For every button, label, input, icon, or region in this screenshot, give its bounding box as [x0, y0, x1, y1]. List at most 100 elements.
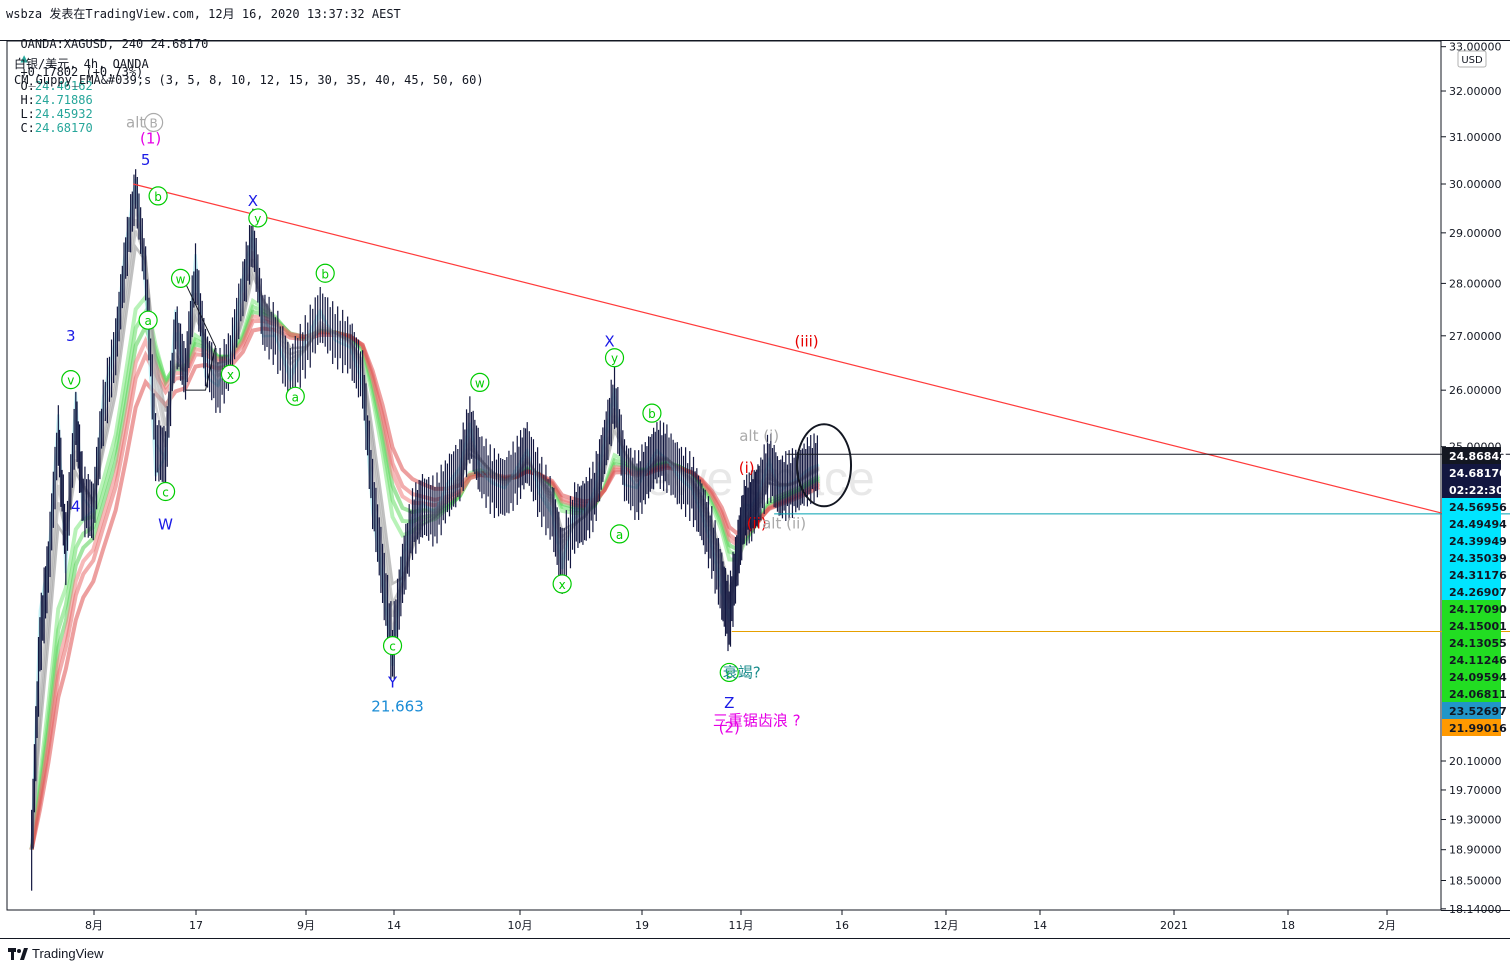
currency-unit-label: USD	[1461, 55, 1483, 66]
y-tick-label: 20.10000	[1449, 755, 1502, 768]
y-tick-label: 29.00000	[1449, 227, 1502, 240]
wave-label-circle	[170, 268, 191, 289]
x-tick-label: 8月	[85, 919, 103, 932]
price-label-text: 24.56956	[1449, 501, 1507, 514]
price-label-bg	[1442, 668, 1501, 685]
wave-label: alt	[126, 113, 145, 131]
x-tick-label: 19	[635, 919, 649, 932]
price-label-text: 23.52697	[1449, 705, 1507, 718]
guppy-long-ema-line	[29, 326, 820, 851]
y-axis: 33.00000 32.00000 31.00000 30.00000 29.00000…	[1441, 41, 1502, 916]
price-label-text: 24.26907	[1449, 586, 1507, 599]
x-tick-label: 2021	[1160, 919, 1188, 932]
wave-label: y	[254, 212, 261, 226]
wave-label: 21.663	[371, 698, 424, 716]
wave-label: (ii)	[747, 514, 767, 532]
price-label-text: 02:22:30	[1449, 484, 1504, 497]
price-label-text: 24.11246	[1449, 654, 1507, 667]
wave-label: a	[292, 390, 299, 404]
change-text: +0.17802 (+0.73%)	[20, 65, 144, 79]
wave-label-circle	[248, 208, 268, 228]
wave-label: y	[611, 352, 618, 366]
c-value: 24.68170	[34, 121, 93, 135]
x-tick-label: 10月	[508, 919, 533, 932]
price-label-text: 24.31176	[1449, 569, 1507, 582]
price-label-text: 24.09594	[1449, 671, 1507, 684]
wave-label-circle	[220, 364, 241, 384]
wave-label-circle	[61, 370, 81, 390]
wave-label: 3	[66, 327, 76, 345]
price-label-bg	[1442, 634, 1501, 651]
price-label-bg	[1442, 566, 1501, 583]
price-label-text: 24.17090	[1449, 603, 1507, 616]
h-value: 24.71886	[34, 93, 93, 107]
wave-label: (i)	[739, 459, 755, 477]
wave-label: 5	[141, 151, 151, 169]
price-label-bg	[1442, 549, 1501, 566]
guppy-long-ema-line	[29, 318, 820, 851]
wave-label: Z	[724, 694, 734, 712]
y-tick-label: 27.00000	[1449, 330, 1502, 343]
y-tick-label: 26.00000	[1449, 384, 1502, 397]
y-tick-label: 18.90000	[1449, 844, 1502, 857]
currency-unit-box	[1457, 50, 1487, 68]
wave-label-circle	[604, 348, 625, 368]
y-tick-label: 18.50000	[1449, 875, 1502, 888]
wave-label: b	[154, 190, 162, 204]
price-label-bg	[1442, 702, 1501, 719]
wave-label-circle	[148, 186, 168, 206]
header-line1: wsbza 发表在TradingView.com, 12月 16, 2020 1…	[6, 7, 401, 21]
wave-label: (iii)	[794, 333, 818, 351]
wave-label: X	[604, 333, 614, 351]
wave-label-circle	[285, 386, 305, 406]
x-axis: 8月 17 9月 14 10月 19 11月 16 12月 14 2021 18 2月	[85, 910, 1396, 932]
tradingview-brand[interactable]: TradingView	[8, 946, 104, 961]
price-label-text: 24.68170	[1449, 467, 1507, 480]
price-labels: 24.86842 24.68170 02:22:30 24.56956 24.49494…	[1442, 447, 1507, 736]
price-label-text: 24.39949	[1449, 535, 1507, 548]
y-tick-label: 33.00000	[1449, 41, 1502, 54]
wave-label: c	[726, 666, 733, 680]
guppy-long-ema-line	[29, 314, 820, 851]
wave-label-circle	[552, 574, 572, 594]
price-label-bg	[1442, 498, 1501, 515]
x-tick-label: 12月	[934, 919, 959, 932]
wave-label-circle	[382, 636, 403, 656]
l-label: L:	[20, 107, 35, 121]
x-tick-label: 14	[1033, 919, 1047, 932]
wave-label-circle	[609, 524, 630, 544]
y-tick-label: 18.14000	[1449, 903, 1502, 916]
wave-label-circle	[642, 403, 662, 423]
wave-label: x	[559, 578, 566, 592]
x-tick-label: 16	[835, 919, 849, 932]
wave-label: b	[321, 267, 329, 281]
x-tick-label: 11月	[729, 919, 754, 932]
wave-label: c	[162, 486, 169, 500]
c-label: C:	[20, 121, 35, 135]
price-label-text: 21.99016	[1449, 722, 1507, 735]
wave-label: (1)	[140, 130, 161, 148]
indicator-title: CM_Guppy_EMA&#039;s (3, 5, 8, 10, 12, 15…	[14, 73, 484, 87]
y-tick-label: 19.30000	[1449, 814, 1502, 827]
y-tick-label: 30.00000	[1449, 178, 1502, 191]
wave-label: w	[475, 376, 485, 390]
y-tick-label: 19.70000	[1449, 784, 1502, 797]
y-tick-label: 28.00000	[1449, 277, 1502, 290]
wave-label: 4	[71, 498, 81, 516]
wave-label: v	[67, 374, 74, 388]
x-tick-label: 17	[189, 919, 203, 932]
y-tick-label: 31.00000	[1449, 131, 1502, 144]
l-value: 24.45932	[34, 107, 93, 121]
x-tick-label: 14	[387, 919, 401, 932]
wave-label: 衰竭?	[723, 663, 761, 681]
wave-label-circle	[470, 372, 490, 393]
price-label-bg	[1442, 719, 1501, 736]
o-value: 24.46162	[34, 79, 93, 93]
wave-label: W	[158, 516, 173, 534]
wave-label-circle	[315, 263, 335, 283]
price-label-text: 24.06811	[1449, 688, 1507, 701]
tradingview-logo-icon	[8, 947, 28, 960]
price-bars	[31, 169, 818, 891]
price-label-bg	[1442, 515, 1501, 532]
